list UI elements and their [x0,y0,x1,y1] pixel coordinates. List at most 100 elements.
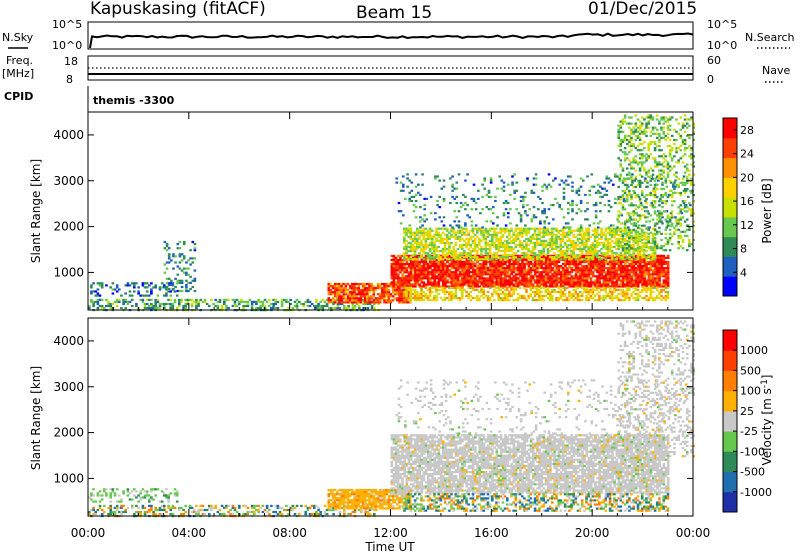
data-cell [598,277,601,280]
data-cell [587,277,591,280]
data-cell [536,254,539,257]
data-cell [615,271,619,274]
data-cell [448,265,451,268]
data-cell [471,239,475,242]
data-cell [361,282,365,286]
data-cell [329,285,333,288]
data-cell [578,299,582,302]
data-cell [548,245,552,249]
data-cell [457,210,461,213]
data-cell [383,297,386,300]
data-cell [538,258,541,261]
data-cell [519,269,522,272]
data-cell [501,285,505,288]
data-cell [543,222,546,225]
data-cell [452,283,456,286]
data-cell [145,298,149,301]
data-cell [536,288,539,291]
data-cell [558,183,561,186]
data-cell [521,227,524,230]
data-cell [480,288,483,291]
data-cell [619,126,623,129]
data-cell [351,289,354,292]
data-cell [542,252,545,255]
data-cell [431,265,434,268]
data-cell [600,283,604,286]
data-cell [409,260,413,264]
data-cell [544,285,548,288]
data-cell [459,201,463,205]
data-cell [563,288,567,291]
data-cell [456,275,460,278]
data-cell [639,267,642,270]
data-cell [660,265,664,268]
data-cell [595,231,599,234]
data-cell [589,267,593,270]
data-cell [454,271,458,274]
data-cell [613,290,616,294]
data-cell [639,265,642,268]
data-cell [591,245,595,249]
data-cell [527,248,530,251]
data-cell [486,243,490,247]
data-cell [561,231,565,234]
data-cell [585,265,589,268]
data-cell [381,293,384,296]
data-cell [476,250,479,253]
data-cell [185,267,188,270]
data-cell [454,281,458,284]
data-cell [645,245,648,249]
data-cell [508,250,511,253]
data-cell [562,216,566,219]
data-cell [525,248,528,251]
data-cell [437,271,441,274]
data-cell [619,245,623,249]
data-cell [551,281,554,284]
data-cell [536,279,539,282]
data-cell [508,281,511,284]
data-cell [634,229,638,232]
data-cell [643,281,646,284]
data-cell [598,281,601,284]
data-cell [559,275,563,278]
data-cell [418,292,421,296]
data-cell [261,304,265,308]
data-cell [469,254,473,257]
data-cell [523,294,526,298]
data-cell [491,279,494,282]
data-cell [549,185,553,188]
data-cell [591,271,595,274]
data-cell [634,275,638,278]
data-cell [342,291,346,294]
data-cell [433,243,436,247]
data-cell [191,279,195,282]
data-cell [583,269,586,272]
data-cell [403,258,406,261]
data-cell [634,283,638,286]
data-cell [579,283,582,286]
data-cell [408,191,411,194]
data-cell [469,267,473,270]
data-cell [651,245,655,249]
data-cell [474,201,478,205]
data-cell [359,289,363,292]
data-cell [414,193,418,196]
data-cell [574,275,578,278]
data-cell [551,297,554,300]
data-cell [441,273,445,276]
data-cell [531,254,535,257]
data-cell [564,179,568,182]
data-cell [327,285,331,288]
data-cell [434,218,437,221]
data-cell [343,304,346,308]
data-cell [531,275,535,278]
data-cell [502,212,506,215]
data-cell [128,290,132,293]
data-cell [358,307,361,310]
data-cell [154,302,157,306]
data-cell [593,250,597,253]
data-cell [544,288,548,291]
data-cell [580,237,584,240]
data-cell [609,258,612,262]
data-cell [634,285,638,288]
